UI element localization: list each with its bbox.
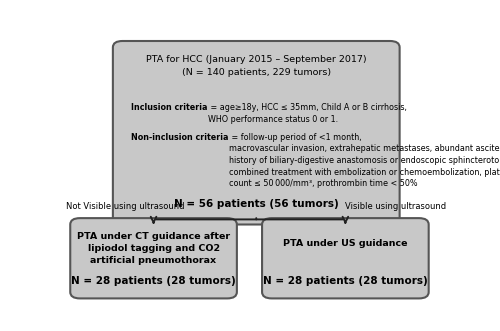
Text: N = 56 patients (56 tumors): N = 56 patients (56 tumors)	[174, 199, 338, 209]
Text: PTA under US guidance: PTA under US guidance	[283, 239, 408, 248]
Text: Visible using ultrasound: Visible using ultrasound	[345, 202, 446, 211]
Text: Inclusion criteria: Inclusion criteria	[131, 103, 208, 113]
Text: Non-inclusion criteria: Non-inclusion criteria	[131, 133, 228, 142]
Text: PTA under CT guidance after
lipiodol tagging and CO2
artificial pneumothorax: PTA under CT guidance after lipiodol tag…	[77, 232, 230, 265]
Text: = age≥18y, HCC ≤ 35mm, Child A or B cirrhosis,
WHO performance status 0 or 1.: = age≥18y, HCC ≤ 35mm, Child A or B cirr…	[208, 103, 406, 124]
Text: = follow-up period of <1 month,
macrovascular invasion, extrahepatic metastases,: = follow-up period of <1 month, macrovas…	[228, 133, 500, 188]
Text: PTA for HCC (January 2015 – September 2017)
(N = 140 patients, 229 tumors): PTA for HCC (January 2015 – September 20…	[146, 55, 366, 76]
Text: N = 28 patients (28 tumors): N = 28 patients (28 tumors)	[263, 276, 428, 286]
FancyBboxPatch shape	[113, 41, 400, 224]
FancyBboxPatch shape	[262, 218, 428, 299]
Text: Not Visible using ultrasound: Not Visible using ultrasound	[66, 202, 185, 211]
FancyBboxPatch shape	[70, 218, 237, 299]
Text: N = 28 patients (28 tumors): N = 28 patients (28 tumors)	[71, 276, 236, 286]
